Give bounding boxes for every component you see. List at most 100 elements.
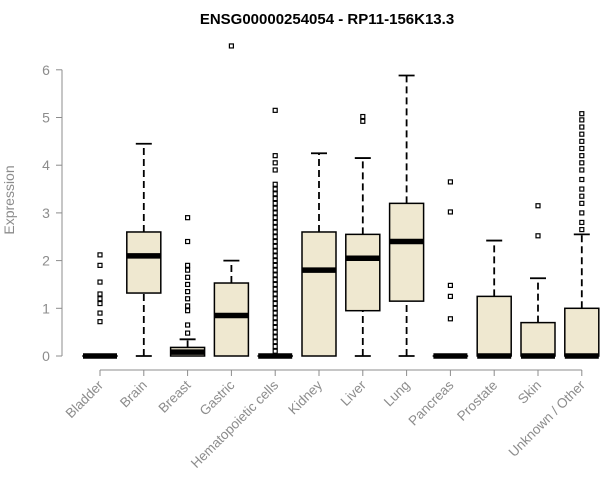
outlier-point bbox=[272, 258, 278, 264]
outlier-point bbox=[579, 186, 585, 192]
box-iqr bbox=[476, 295, 512, 357]
outlier-point bbox=[447, 282, 453, 289]
outlier-point bbox=[272, 343, 278, 350]
outlier-point bbox=[579, 153, 585, 159]
outlier-point bbox=[185, 296, 191, 302]
outlier-point bbox=[360, 118, 366, 124]
outlier-point bbox=[272, 262, 278, 268]
outlier-point bbox=[272, 160, 278, 166]
outlier-point bbox=[272, 234, 278, 240]
outlier-point bbox=[185, 330, 191, 336]
outlier-point bbox=[272, 181, 278, 187]
outlier-point bbox=[272, 305, 278, 311]
outlier-point bbox=[579, 117, 585, 123]
box-gastric bbox=[213, 43, 250, 357]
y-tick-label: 3 bbox=[42, 205, 50, 221]
outlier-point bbox=[272, 253, 278, 259]
outlier-point bbox=[185, 267, 191, 273]
x-tick-label: Prostate bbox=[454, 378, 500, 424]
outlier-point bbox=[272, 195, 278, 202]
outlier-point bbox=[185, 289, 191, 295]
outlier-point bbox=[228, 43, 234, 49]
outlier-point bbox=[579, 138, 585, 144]
outlier-point bbox=[97, 252, 103, 258]
outlier-point bbox=[579, 226, 585, 233]
outlier-point bbox=[272, 334, 278, 340]
x-tick-label: Liver bbox=[338, 377, 370, 409]
outlier-point bbox=[272, 248, 278, 254]
axes: 0 1 2 3 4 5 6 bbox=[42, 62, 583, 376]
outlier-point bbox=[579, 210, 585, 216]
outlier-point bbox=[185, 308, 191, 314]
outlier-point bbox=[272, 238, 278, 245]
box-unknown-other bbox=[564, 111, 600, 359]
x-tick-label: Bladder bbox=[63, 377, 107, 421]
outlier-point bbox=[97, 291, 103, 297]
outlier-point bbox=[272, 229, 278, 235]
outlier-point bbox=[272, 315, 278, 321]
boxes bbox=[82, 43, 600, 359]
outlier-point bbox=[579, 131, 585, 137]
x-tick-label: Lung bbox=[381, 378, 413, 410]
outlier-point bbox=[272, 186, 278, 192]
outlier-point bbox=[185, 238, 191, 245]
box-prostate bbox=[476, 239, 512, 359]
outlier-point bbox=[447, 293, 453, 299]
box-liver bbox=[345, 113, 381, 357]
outlier-point bbox=[185, 322, 191, 328]
outlier-point bbox=[97, 300, 103, 307]
chart-title: ENSG00000254054 - RP11-156K13.3 bbox=[200, 11, 454, 28]
y-tick-label: 4 bbox=[42, 157, 50, 173]
outlier-point bbox=[272, 329, 278, 335]
outlier-point bbox=[97, 310, 103, 316]
outlier-point bbox=[272, 300, 278, 307]
box-iqr bbox=[301, 231, 337, 357]
y-tick-label: 2 bbox=[42, 253, 50, 269]
outlier-point bbox=[185, 281, 191, 288]
outlier-point bbox=[185, 303, 191, 309]
outlier-point bbox=[272, 210, 278, 216]
box-kidney bbox=[301, 152, 337, 357]
x-tick-label: Breast bbox=[156, 377, 194, 415]
outlier-point bbox=[535, 203, 541, 209]
y-tick-label: 1 bbox=[42, 300, 50, 316]
x-tick-label: Unknown / Other bbox=[506, 377, 589, 460]
y-tick-label: 5 bbox=[42, 110, 50, 126]
outlier-point bbox=[447, 316, 453, 322]
outlier-point bbox=[272, 219, 278, 226]
outlier-point bbox=[272, 286, 278, 292]
y-tick-label: 0 bbox=[42, 348, 50, 364]
x-tick-label: Pancreas bbox=[406, 377, 457, 428]
box-hematopoietic-cells bbox=[257, 107, 293, 359]
box-iqr bbox=[388, 202, 425, 302]
outlier-point bbox=[272, 267, 278, 273]
x-tick-label: Gastric bbox=[197, 377, 238, 418]
outlier-point bbox=[272, 200, 278, 206]
box-skin bbox=[520, 203, 556, 359]
outlier-point bbox=[579, 160, 585, 166]
outlier-point bbox=[579, 193, 585, 199]
outlier-point bbox=[272, 324, 278, 330]
outlier-point bbox=[272, 243, 278, 249]
outlier-point bbox=[579, 111, 585, 117]
outlier-point bbox=[447, 209, 453, 215]
outlier-point bbox=[272, 205, 278, 211]
outlier-point bbox=[272, 296, 278, 302]
outlier-point bbox=[272, 339, 278, 345]
box-iqr bbox=[564, 307, 600, 357]
box-pancreas bbox=[432, 179, 469, 359]
outlier-point bbox=[97, 296, 103, 302]
outlier-point bbox=[272, 215, 278, 221]
outlier-point bbox=[185, 274, 191, 280]
box-iqr bbox=[345, 233, 381, 312]
box-lung bbox=[388, 74, 425, 357]
outlier-point bbox=[272, 277, 278, 283]
x-tick-label: Brain bbox=[117, 378, 150, 411]
y-tick-label: 6 bbox=[42, 62, 50, 78]
x-tick-label: Kidney bbox=[285, 377, 325, 417]
outlier-point bbox=[272, 167, 278, 173]
outlier-point bbox=[272, 320, 278, 326]
outlier-point bbox=[535, 233, 541, 239]
